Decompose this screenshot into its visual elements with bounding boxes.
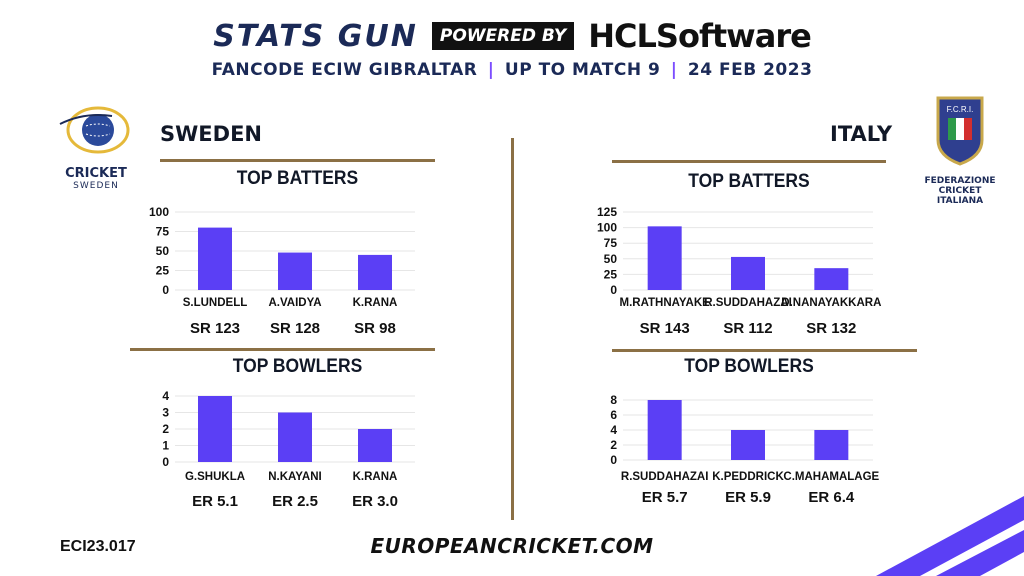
bar [731,256,765,290]
header-title-row: STATS GUN POWERED BY HCLSoftware [0,14,1024,58]
stat-label: ER 5.7 [642,489,688,506]
bar [647,400,682,460]
y-tick-label: 0 [162,283,169,297]
powered-by-badge: POWERED BY [431,22,575,50]
stat-label: SR 132 [806,320,856,337]
y-tick-label: 100 [597,221,617,235]
x-tick-label: R.SUDDAHAZAI [621,471,709,483]
fcri-logo: F.C.R.I. FEDERAZIONE CRICKET ITALIANA [914,96,1006,206]
fcri-shield-icon: F.C.R.I. [936,96,984,166]
y-tick-label: 4 [610,423,617,437]
subtitle-match: UP TO MATCH 9 [504,60,661,80]
stat-label: SR 143 [640,320,690,337]
y-tick-label: 25 [156,264,170,278]
subtitle-date: 24 FEB 2023 [687,60,813,80]
chart-sweden-bowlers: 0 1 2 3 4 G.SHUKLA ER 5.1 N.KAYANI ER 2.5 K.RANA E… [162,389,415,510]
logo-text-federazione: FEDERAZIONE [924,176,996,186]
logo-text-cricket: CRICKET [65,166,127,181]
y-tick-label: 0 [610,283,617,297]
team-name-italy: ITALY [830,122,893,146]
y-tick-label: 100 [149,205,169,219]
subtitle-separator: | [487,60,495,80]
y-tick-label: 75 [156,225,170,239]
stat-label: ER 6.4 [808,489,855,506]
stat-label: ER 3.0 [352,493,398,510]
bar [647,226,682,290]
section-title-italy-batters: TOP BATTERS [688,171,810,192]
section-title-italy-bowlers: TOP BOWLERS [684,356,814,377]
section-title-sweden-batters: TOP BATTERS [236,168,359,189]
logo-badge-text: F.C.R.I. [947,105,974,114]
y-tick-label: 50 [604,252,618,266]
bar [814,268,849,290]
subtitle-event: FANCODE ECIW GIBRALTAR [211,60,478,80]
bar [731,430,765,460]
x-tick-label: G.SHUKLA [185,471,245,483]
x-tick-label: S.LUNDELL [183,297,248,309]
x-tick-label: C.MAHAMALAGE [783,471,879,483]
y-tick-label: 2 [610,438,617,452]
x-tick-label: K.RANA [353,471,398,483]
bar [198,227,232,290]
bar [814,430,849,460]
sponsor-logo: HCLSoftware [588,17,812,55]
rule-italy-mid [612,349,917,352]
x-tick-label: K.PEDDRICK [712,471,784,483]
y-tick-label: 25 [604,267,618,281]
cricket-sweden-logo: CRICKET SWEDEN [54,104,138,194]
bar [358,254,392,290]
bar [358,429,392,462]
rule-italy [612,160,886,163]
rule-sweden [160,159,435,162]
x-tick-label: K.RANA [353,297,398,309]
y-tick-label: 75 [604,236,618,250]
stat-label: SR 128 [270,320,320,337]
subtitle: FANCODE ECIW GIBRALTAR | UP TO MATCH 9 |… [0,60,1024,80]
x-tick-label: R.SUDDAHAZAI [704,297,792,309]
bar [198,396,232,462]
center-divider [511,138,514,520]
stat-label: SR 98 [354,320,396,337]
logo-text-sweden: SWEDEN [73,181,119,191]
stat-label: ER 5.1 [192,493,238,510]
subtitle-separator: | [670,60,678,80]
footer-url[interactable]: EUROPEANCRICKET.COM [370,534,654,558]
y-tick-label: 0 [162,455,169,469]
y-tick-label: 0 [610,453,617,467]
bar [278,252,312,290]
bar [278,412,312,462]
footer-code: ECI23.017 [60,538,136,555]
cricket-ball-icon [59,106,130,154]
team-name-sweden: SWEDEN [160,122,262,146]
stat-label: SR 123 [190,320,240,337]
brand-title: STATS GUN [213,18,418,54]
x-tick-label: A.VAIDYA [268,297,321,309]
x-tick-label: D.NANAYAKKARA [781,297,881,309]
y-tick-label: 4 [162,389,169,403]
stat-label: SR 112 [723,320,772,337]
y-tick-label: 125 [597,205,617,219]
logo-text-cricket-italiana: CRICKET ITALIANA [936,186,984,206]
decorative-stripes [876,496,1024,576]
chart-sweden-batters: 0 25 50 75 100 S.LUNDELL SR 123 A.VAIDYA SR 128 K… [149,205,415,337]
stat-label: ER 5.9 [725,489,771,506]
x-tick-label: N.KAYANI [268,471,321,483]
section-title-sweden-bowlers: TOP BOWLERS [232,356,363,377]
y-tick-label: 2 [162,422,169,436]
y-tick-label: 50 [156,244,170,258]
y-tick-label: 6 [610,408,617,422]
y-tick-label: 1 [162,439,169,453]
stat-label: ER 2.5 [272,493,318,510]
y-tick-label: 8 [610,393,617,407]
rule-sweden-mid [130,348,435,351]
x-tick-label: M.RATHNAYAKE [620,297,711,309]
y-tick-label: 3 [162,406,169,420]
